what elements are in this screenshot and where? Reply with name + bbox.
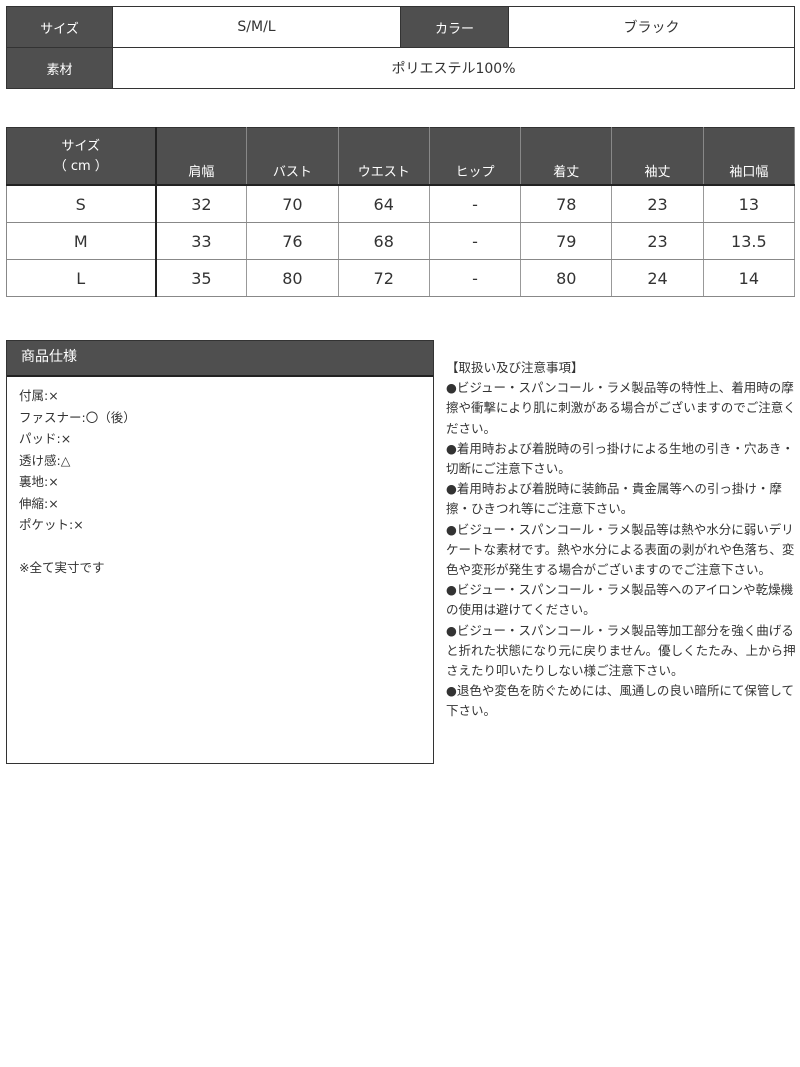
color-label: カラー — [400, 6, 509, 48]
care-notes: 【取扱い及び注意事項】 ●ビジュー・スパンコール・ラメ製品等の特性上、着用時の摩… — [446, 358, 798, 722]
measurement-cell: 33 — [155, 222, 248, 260]
table-row: S 32 70 64-78 23 13 — [6, 184, 796, 223]
measurement-cell: 72 — [338, 259, 430, 297]
care-note-item: ●ビジュー・スパンコール・ラメ製品等は熱や水分に弱いデリケートな素材です。熱や水… — [446, 521, 795, 578]
spec-item: パッド:× — [19, 431, 72, 446]
measurement-cell: 14 — [703, 259, 796, 297]
column-header: バスト — [246, 127, 339, 186]
spec-list: 付属:× ファスナー:〇（後） パッド:× 透け感:△ 裏地:× 伸縮:× ポケット:× ※全… — [7, 377, 433, 578]
measurement-cell: 32 — [155, 184, 248, 223]
table-row: M 33 76 68-79 23 13.5 — [6, 222, 796, 260]
size-cell: L — [6, 259, 157, 297]
unit-label: （ cm ） — [53, 158, 108, 174]
spec-item: ポケット:× — [19, 517, 84, 532]
measurement-cell: 79 — [520, 222, 613, 260]
spec-note: ※全て実寸です — [19, 559, 105, 575]
measurement-cell: 23 — [611, 222, 704, 260]
measurement-cell: 13 — [703, 184, 796, 223]
measurement-cell: 80 — [520, 259, 613, 297]
size-chart-table: サイズ（ cm ）肩幅 バスト ウエスト ヒップ 着丈 袖丈 袖口幅 S 32 70 64-78 2… — [6, 127, 796, 297]
column-header: 袖口幅 — [702, 127, 796, 186]
measurement-cell: - — [429, 184, 522, 223]
care-note-item: ●退色や変色を防ぐためには、風通しの良い暗所にて保管して下さい。 — [446, 683, 795, 719]
measurement-cell: 70 — [246, 184, 339, 223]
column-header: 肩幅 — [154, 127, 248, 186]
measurement-cell: 13.5 — [703, 222, 796, 260]
spec-item: ファスナー:〇（後） — [19, 409, 136, 425]
size-header: サイズ （ cm ） — [6, 127, 157, 186]
size-cell: S — [6, 184, 157, 223]
measurement-cell: - — [429, 259, 522, 297]
measurement-cell: 24 — [611, 259, 704, 297]
care-note-item: ●ビジュー・スパンコール・ラメ製品等へのアイロンや乾燥機の使用は避けてください。 — [446, 582, 794, 618]
measurement-cell: - — [429, 222, 522, 260]
measurement-cell: 68 — [338, 222, 430, 260]
table-row: L 35 80 72-80 24 14 — [6, 259, 796, 297]
measurement-cell: 35 — [155, 259, 248, 297]
material-value: ポリエステル100% — [112, 47, 795, 89]
measurement-cell: 80 — [246, 259, 339, 297]
spec-item: 透け感:△ — [19, 452, 71, 468]
column-header: 袖丈 — [611, 127, 704, 186]
spec-item: 付属:× — [19, 388, 59, 403]
spec-title: 商品仕様 — [7, 341, 433, 377]
spec-item: 伸縮:× — [19, 495, 59, 511]
care-note-item: ●着用時および着脱時に装飾品・貴金属等への引っ掛け・摩擦・ひきつれ等にご注意下さ… — [446, 481, 782, 517]
measurement-cell: 23 — [611, 184, 704, 223]
size-header-label: サイズ — [61, 138, 101, 154]
measurement-cell: 76 — [246, 222, 339, 260]
column-header: 着丈 — [520, 127, 613, 186]
size-label: サイズ — [6, 6, 113, 48]
column-header: ウエスト — [337, 127, 430, 186]
size-value: S/M/L — [112, 6, 401, 48]
spec-panel: 商品仕様 付属:× ファスナー:〇（後） パッド:× 透け感:△ 裏地:× 伸縮:× ポケッ… — [6, 340, 434, 764]
size-cell: M — [6, 222, 157, 260]
measurement-cell: 64 — [338, 184, 430, 223]
care-notes-title: 【取扱い及び注意事項】 — [446, 360, 584, 375]
column-header: ヒップ — [428, 127, 522, 186]
spec-item: 裏地:× — [19, 474, 59, 489]
material-label: 素材 — [6, 47, 113, 89]
summary-table: サイズ S/M/L カラー ブラック 素材 ポリエステル100% — [6, 6, 795, 89]
color-value: ブラック — [508, 6, 795, 48]
care-note-item: ●ビジュー・スパンコール・ラメ製品等加工部分を強く曲げると折れた状態になり元に戻… — [446, 622, 796, 679]
care-note-item: ●着用時および着脱時の引っ掛けによる生地の引き・穴あき・切断にご注意下さい。 — [446, 440, 795, 477]
care-note-item: ●ビジュー・スパンコール・ラメ製品等の特性上、着用時の摩擦や衝撃により肌に刺激が… — [446, 380, 796, 436]
measurement-cell: 78 — [520, 184, 613, 223]
